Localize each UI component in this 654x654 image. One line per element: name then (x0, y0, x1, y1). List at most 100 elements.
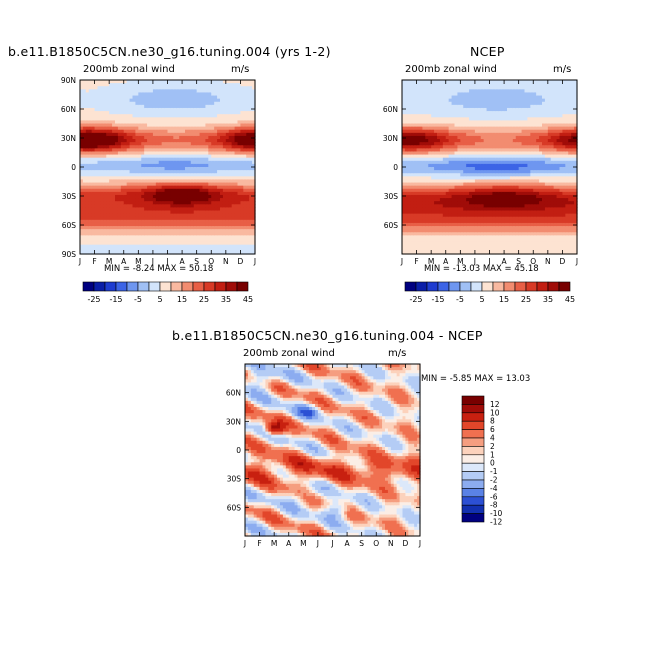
heatmap-cell (442, 241, 447, 246)
heatmap-cell (228, 145, 233, 149)
heatmap-cell (88, 235, 93, 240)
heatmap-cell (193, 188, 198, 193)
heatmap-cell (112, 191, 116, 196)
heatmap-cell (231, 238, 236, 243)
heatmap-cell (237, 216, 242, 221)
heatmap-cell (155, 157, 160, 162)
heatmap-cell (109, 157, 113, 162)
heatmap-cell (109, 188, 113, 193)
heatmap-cell (80, 170, 84, 174)
heatmap-cell (249, 198, 253, 202)
heatmap-cell (185, 176, 189, 181)
heatmap-cell (252, 89, 256, 94)
heatmap-cell (222, 188, 227, 193)
heatmap-cell (457, 235, 461, 240)
heatmap-cell (147, 210, 151, 215)
heatmap-cell (129, 157, 134, 162)
heatmap-cell (222, 198, 227, 202)
heatmap-cell (115, 163, 119, 168)
heatmap-cell (176, 188, 180, 193)
heatmap-cell (170, 204, 174, 208)
heatmap-cell (161, 95, 166, 100)
heatmap-cell (185, 98, 189, 103)
heatmap-cell (402, 148, 406, 153)
heatmap-cell (460, 132, 464, 137)
heatmap-cell (442, 114, 447, 118)
heatmap-cell (88, 139, 93, 143)
heatmap-cell (129, 201, 134, 205)
heatmap-cell (173, 176, 177, 181)
heatmap-cell (222, 191, 227, 196)
heatmap-cell (115, 117, 119, 121)
heatmap-cell (410, 98, 415, 103)
heatmap-cell (431, 151, 435, 156)
heatmap-cell (138, 179, 142, 184)
heatmap-cell (129, 114, 134, 118)
heatmap-cell (425, 104, 429, 109)
heatmap-cell (439, 135, 444, 140)
heatmap-cell (208, 98, 212, 103)
heatmap-cell (237, 207, 242, 212)
heatmap-cell (152, 142, 157, 146)
heatmap-cell (135, 238, 139, 243)
heatmap-cell (442, 229, 447, 233)
heatmap-cell (91, 120, 96, 125)
heatmap-cell (123, 95, 128, 100)
heatmap-cell (173, 160, 177, 165)
heatmap-cell (138, 83, 142, 87)
heatmap-cell (109, 244, 113, 249)
heatmap-cell (176, 235, 180, 240)
heatmap-cell (416, 157, 421, 162)
heatmap-cell (106, 160, 110, 165)
heatmap-cell (173, 222, 177, 227)
heatmap-cell (460, 173, 464, 177)
heatmap-cell (246, 229, 250, 233)
heatmap-cell (220, 191, 224, 196)
heatmap-cell (80, 250, 84, 255)
heatmap-cell (109, 219, 113, 224)
heatmap-cell (463, 229, 467, 233)
heatmap-cell (155, 117, 160, 121)
heatmap-cell (434, 173, 438, 177)
heatmap-cell (442, 148, 447, 153)
heatmap-cell (208, 86, 212, 90)
heatmap-cell (120, 142, 125, 146)
heatmap-cell (445, 179, 450, 184)
heatmap-cell (428, 241, 432, 246)
heatmap-cell (214, 145, 218, 149)
heatmap-cell (126, 207, 131, 212)
heatmap-cell (187, 114, 192, 118)
heatmap-cell (425, 244, 429, 249)
heatmap-cell (448, 114, 453, 118)
heatmap-cell (97, 241, 102, 246)
heatmap-cell (214, 235, 218, 240)
heatmap-cell (451, 226, 456, 230)
heatmap-cell (117, 226, 122, 230)
heatmap-cell (185, 226, 189, 230)
heatmap-cell (196, 129, 201, 134)
heatmap-cell (150, 160, 154, 165)
heatmap-cell (416, 104, 421, 109)
heatmap-cell (460, 185, 464, 190)
heatmap-cell (82, 129, 87, 134)
heatmap-cell (199, 244, 204, 249)
heatmap-cell (193, 142, 198, 146)
heatmap-cell (132, 201, 137, 205)
heatmap-cell (88, 207, 93, 212)
heatmap-cell (439, 247, 444, 252)
heatmap-cell (126, 244, 131, 249)
heatmap-cell (410, 126, 415, 131)
heatmap-cell (402, 198, 406, 202)
heatmap-cell (437, 95, 441, 100)
heatmap-cell (97, 250, 102, 255)
heatmap-cell (161, 117, 166, 121)
heatmap-cell (252, 151, 256, 156)
heatmap-cell (404, 80, 409, 84)
heatmap-cell (208, 213, 212, 218)
heatmap-cell (205, 101, 209, 106)
heatmap-cell (138, 176, 142, 181)
heatmap-cell (155, 101, 160, 106)
heatmap-cell (437, 123, 441, 128)
heatmap-cell (246, 126, 250, 131)
heatmap-cell (150, 194, 154, 199)
